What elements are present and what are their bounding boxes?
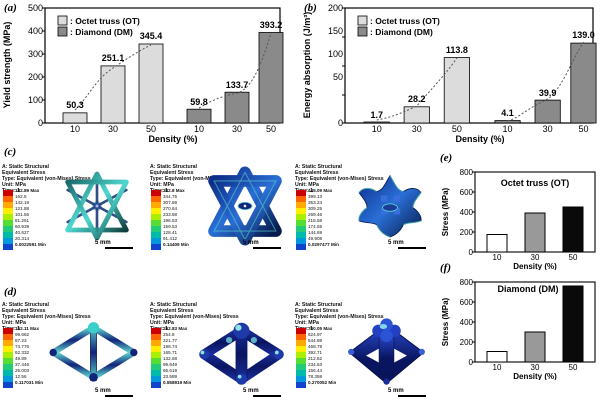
- svg-text:600: 600: [460, 188, 474, 197]
- svg-text:150: 150: [328, 26, 343, 36]
- svg-text:Density (%): Density (%): [148, 134, 197, 144]
- svg-text:4.1: 4.1: [501, 108, 514, 118]
- svg-text:28.2: 28.2: [408, 94, 426, 104]
- svg-text:30: 30: [531, 253, 540, 262]
- svg-text:100: 100: [328, 49, 343, 59]
- svg-text:39.9: 39.9: [539, 88, 557, 98]
- svg-text:30: 30: [412, 124, 422, 134]
- svg-text:800: 800: [460, 278, 474, 287]
- svg-text:30: 30: [108, 124, 118, 134]
- svg-text:500: 500: [28, 3, 43, 13]
- svg-text:393.2: 393.2: [260, 20, 283, 30]
- svg-text:10: 10: [493, 363, 502, 372]
- svg-text:200: 200: [460, 228, 474, 237]
- svg-text:59.8: 59.8: [190, 97, 208, 107]
- svg-text:100: 100: [28, 95, 43, 105]
- svg-text:133.7: 133.7: [226, 80, 249, 90]
- svg-text:10: 10: [502, 124, 512, 134]
- svg-text:10: 10: [70, 124, 80, 134]
- svg-text:10: 10: [493, 253, 502, 262]
- svg-text:Energy absorption (J/m³): Energy absorption (J/m³): [302, 12, 312, 119]
- svg-text:Stress (MPa): Stress (MPa): [441, 297, 450, 346]
- svg-text:30: 30: [543, 124, 553, 134]
- svg-text:400: 400: [460, 318, 474, 327]
- svg-text:Octet truss (OT): Octet truss (OT): [501, 178, 570, 188]
- svg-text:: Octet truss (OT): : Octet truss (OT): [70, 16, 140, 26]
- svg-text:50: 50: [146, 124, 156, 134]
- svg-text:Density (%): Density (%): [513, 262, 557, 270]
- svg-text:: Diamond (DM): : Diamond (DM): [70, 27, 133, 37]
- svg-text:139.0: 139.0: [572, 30, 595, 40]
- svg-text:30: 30: [232, 124, 242, 134]
- svg-text:200: 200: [460, 338, 474, 347]
- svg-text:50.3: 50.3: [66, 100, 84, 110]
- svg-text:: Octet truss (OT): : Octet truss (OT): [370, 16, 440, 26]
- svg-text:50: 50: [569, 253, 578, 262]
- svg-text:251.1: 251.1: [102, 53, 125, 63]
- svg-text:30: 30: [531, 363, 540, 372]
- svg-text:400: 400: [28, 26, 43, 36]
- svg-text:400: 400: [460, 208, 474, 217]
- svg-text:1.7: 1.7: [370, 110, 383, 120]
- svg-text:50: 50: [578, 124, 588, 134]
- svg-text:10: 10: [372, 124, 382, 134]
- svg-text:10: 10: [194, 124, 204, 134]
- svg-text:Diamond (DM): Diamond (DM): [498, 284, 559, 294]
- svg-text:600: 600: [460, 298, 474, 307]
- svg-text:300: 300: [28, 49, 43, 59]
- svg-text:50: 50: [569, 363, 578, 372]
- svg-text:Density (%): Density (%): [455, 134, 504, 144]
- svg-text:345.4: 345.4: [140, 31, 163, 41]
- svg-text:Yield strength (MPa): Yield strength (MPa): [2, 22, 12, 109]
- svg-text:50: 50: [452, 124, 462, 134]
- svg-text:800: 800: [460, 168, 474, 177]
- svg-text:50: 50: [333, 72, 343, 82]
- svg-text:Stress (MPa): Stress (MPa): [441, 187, 450, 236]
- svg-text:: Diamond (DM): : Diamond (DM): [370, 27, 433, 37]
- svg-text:200: 200: [328, 3, 343, 13]
- svg-text:113.8: 113.8: [446, 45, 468, 55]
- svg-text:Density (%): Density (%): [513, 372, 557, 380]
- svg-text:50: 50: [266, 124, 276, 134]
- svg-text:200: 200: [28, 72, 43, 82]
